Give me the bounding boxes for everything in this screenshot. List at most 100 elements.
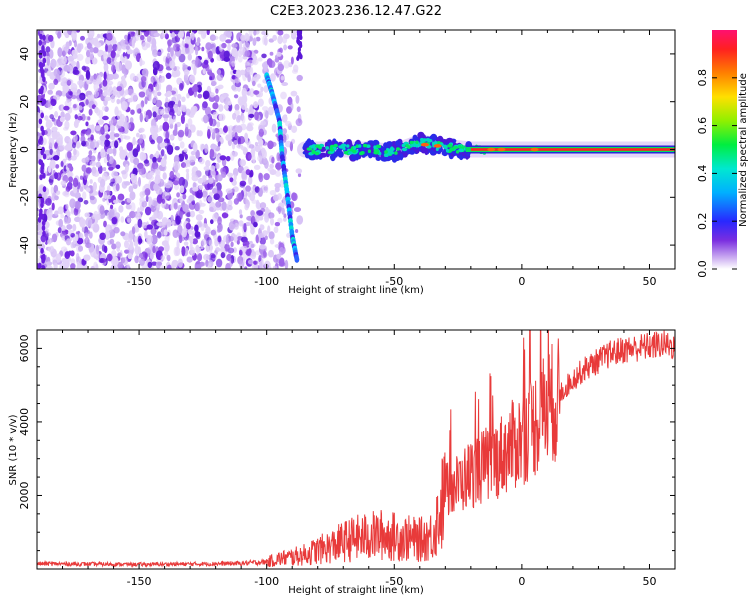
noise-speckle bbox=[65, 203, 69, 210]
noise-speckle bbox=[106, 253, 113, 262]
noise-speckle bbox=[70, 250, 75, 257]
noise-speckle bbox=[150, 227, 157, 235]
noise-speckle bbox=[42, 230, 46, 237]
noise-speckle bbox=[211, 81, 216, 87]
noise-speckle bbox=[248, 30, 253, 36]
noise-speckle bbox=[263, 36, 268, 46]
noise-speckle bbox=[102, 91, 108, 97]
noise-speckle bbox=[211, 47, 217, 54]
noise-speckle bbox=[274, 57, 280, 63]
noise-speckle bbox=[147, 235, 153, 244]
noise-speckle bbox=[187, 118, 193, 127]
noise-speckle bbox=[130, 109, 135, 115]
noise-speckle bbox=[276, 253, 282, 260]
noise-speckle bbox=[155, 83, 160, 92]
noise-speckle bbox=[210, 254, 216, 259]
noise-speckle bbox=[170, 30, 177, 33]
noise-speckle bbox=[208, 177, 214, 185]
noise-speckle bbox=[274, 182, 282, 189]
noise-speckle bbox=[186, 79, 190, 86]
noise-speckle bbox=[177, 30, 184, 39]
noise-speckle bbox=[187, 162, 191, 168]
noise-speckle bbox=[229, 177, 234, 183]
noise-speckle bbox=[205, 259, 209, 267]
noise-speckle bbox=[128, 185, 134, 193]
noise-speckle bbox=[199, 157, 205, 165]
noise-speckle bbox=[223, 125, 228, 133]
noise-speckle bbox=[228, 221, 236, 230]
signal-blob bbox=[353, 146, 357, 150]
colorbar-tick-label: 0.2 bbox=[696, 212, 709, 230]
noise-speckle bbox=[45, 102, 51, 108]
noise-speckle bbox=[37, 79, 43, 84]
noise-speckle bbox=[194, 224, 199, 233]
noise-speckle bbox=[215, 201, 222, 208]
noise-speckle bbox=[241, 87, 247, 98]
noise-speckle bbox=[112, 147, 117, 157]
noise-speckle bbox=[152, 60, 160, 71]
noise-speckle bbox=[191, 171, 197, 178]
trace-blob bbox=[294, 256, 300, 263]
noise-speckle bbox=[39, 63, 44, 70]
noise-speckle bbox=[41, 72, 45, 79]
noise-speckle bbox=[276, 206, 283, 212]
noise-speckle bbox=[68, 138, 72, 144]
noise-speckle bbox=[265, 206, 269, 216]
noise-speckle bbox=[148, 196, 153, 205]
noise-speckle bbox=[186, 212, 192, 218]
snr-y-ticks: 2000 4000 6000 bbox=[18, 329, 675, 552]
noise-speckle bbox=[66, 238, 71, 246]
noise-speckle bbox=[47, 89, 53, 95]
noise-speckle bbox=[202, 90, 210, 100]
x-tick-label: -50 bbox=[385, 275, 403, 288]
signal-blob bbox=[452, 145, 459, 150]
noise-speckle bbox=[174, 163, 179, 174]
noise-speckle bbox=[238, 209, 243, 216]
noise-speckle bbox=[213, 193, 220, 201]
noise-speckle bbox=[244, 266, 248, 269]
noise-speckle bbox=[109, 208, 115, 216]
noise-speckle bbox=[176, 210, 183, 217]
noise-speckle bbox=[140, 35, 145, 41]
noise-speckle bbox=[37, 239, 42, 246]
noise-speckle bbox=[127, 253, 133, 259]
noise-speckle bbox=[92, 47, 99, 54]
noise-speckle bbox=[68, 176, 73, 183]
noise-speckle bbox=[248, 172, 253, 178]
noise-speckle bbox=[218, 197, 225, 203]
noise-speckle bbox=[140, 76, 147, 83]
noise-speckle bbox=[86, 78, 90, 85]
noise-speckle bbox=[219, 113, 226, 122]
noise-speckle bbox=[70, 83, 78, 92]
noise-speckle bbox=[69, 198, 76, 209]
noise-speckle bbox=[250, 251, 257, 260]
noise-speckle bbox=[203, 166, 210, 171]
noise-speckle bbox=[64, 251, 71, 259]
noise-speckle bbox=[261, 53, 267, 59]
noise-speckle bbox=[181, 246, 186, 257]
noise-speckle bbox=[173, 43, 180, 52]
noise-speckle bbox=[194, 264, 202, 269]
noise-speckle bbox=[225, 39, 232, 44]
noise-speckle bbox=[65, 210, 71, 216]
colorbar-ticks: 0.0 0.2 0.4 0.6 0.8 bbox=[696, 69, 737, 278]
noise-speckle bbox=[76, 262, 82, 269]
noise-speckle bbox=[238, 136, 245, 144]
noise-speckle bbox=[268, 249, 274, 258]
noise-speckle bbox=[191, 85, 199, 93]
noise-speckle bbox=[60, 246, 68, 252]
noise-speckle bbox=[85, 217, 93, 227]
signal-blob bbox=[384, 150, 388, 154]
noise-speckle bbox=[174, 146, 180, 151]
noise-speckle bbox=[275, 170, 281, 177]
noise-speckle bbox=[274, 222, 280, 227]
noise-speckle bbox=[94, 106, 99, 114]
noise-speckle bbox=[263, 173, 270, 181]
noise-speckle bbox=[77, 197, 84, 203]
noise-speckle bbox=[225, 262, 231, 269]
noise-speckle bbox=[283, 213, 287, 219]
noise-speckle bbox=[252, 154, 256, 164]
noise-speckle bbox=[170, 203, 174, 211]
signal-blob bbox=[377, 144, 382, 149]
noise-speckle bbox=[216, 74, 224, 80]
